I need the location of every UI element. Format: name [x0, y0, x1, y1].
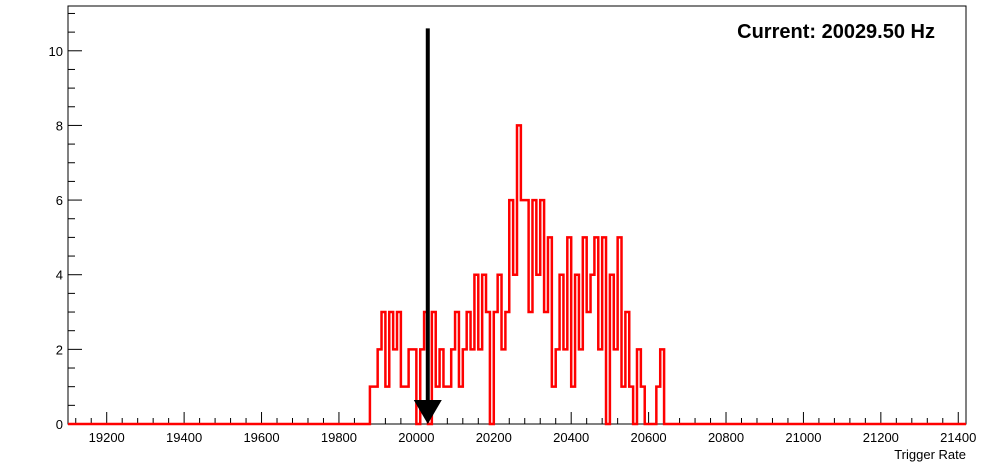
x-tick-label: 21200 — [863, 430, 899, 445]
y-axis: 0 2 4 6 8 10 — [49, 12, 82, 432]
marker-arrowhead — [413, 400, 442, 424]
x-tick-label: 20200 — [476, 430, 512, 445]
y-tick-label: 10 — [49, 44, 63, 59]
y-tick-label: 0 — [56, 417, 63, 432]
x-tick-label: 19600 — [243, 430, 279, 445]
x-tick-label: 20600 — [631, 430, 667, 445]
x-tick-label: 20400 — [553, 430, 589, 445]
plot-frame — [67, 5, 967, 425]
y-tick-label: 8 — [56, 118, 63, 133]
current-rate-readout: Current: 20029.50 Hz — [737, 21, 935, 43]
x-tick-label: 20000 — [398, 430, 434, 445]
current-rate-marker — [413, 28, 442, 424]
x-tick-label: 19400 — [166, 430, 202, 445]
y-tick-label: 4 — [56, 268, 63, 283]
x-axis: 19200 19400 19600 19800 20000 20200 20400 20600… — [75, 412, 976, 445]
histogram-series — [68, 124, 966, 426]
x-tick-label: 20800 — [708, 430, 744, 445]
x-tick-label: 21000 — [785, 430, 821, 445]
x-tick-label: 19800 — [321, 430, 357, 445]
y-tick-label: 6 — [56, 193, 63, 208]
y-tick-label: 2 — [56, 342, 63, 357]
x-tick-label: 19200 — [89, 430, 125, 445]
histogram-line — [68, 124, 966, 426]
x-axis-title: Trigger Rate — [894, 447, 966, 462]
x-tick-label: 21400 — [940, 430, 976, 445]
